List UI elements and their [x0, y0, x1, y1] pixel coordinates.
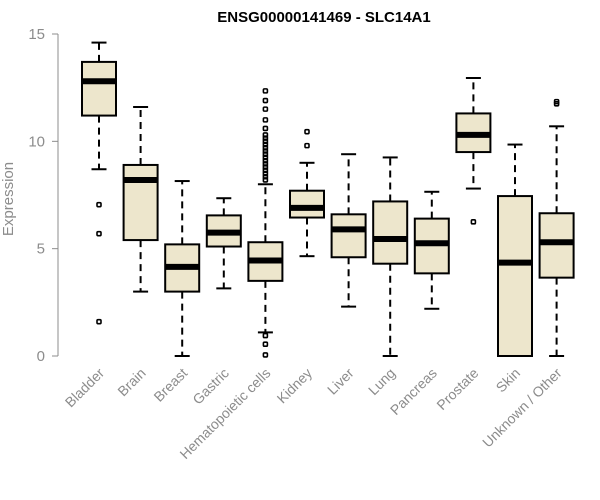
outlier-point [262, 332, 269, 339]
box-group [81, 41, 575, 358]
outlier-point [262, 132, 269, 138]
box-gastric [205, 197, 242, 290]
x-tick-label: Breast [150, 365, 190, 405]
outlier-point [96, 201, 102, 208]
iqr-box [538, 212, 575, 279]
box-brain [122, 105, 159, 293]
box-liver [330, 153, 367, 308]
y-axis-label: Expression [0, 162, 17, 236]
outlier-point [262, 106, 269, 112]
outlier-point [96, 230, 102, 237]
box-prostate [455, 77, 492, 225]
outlier-point [96, 318, 102, 325]
box-hematopoietic-cells [247, 88, 284, 358]
iqr-box [497, 195, 533, 357]
box-pancreas [413, 190, 450, 310]
iqr-box [330, 213, 367, 259]
iqr-box [372, 200, 409, 265]
box-bladder [81, 41, 117, 325]
outlier-point [262, 125, 269, 132]
iqr-box [81, 60, 117, 117]
iqr-box [122, 163, 159, 242]
x-tick-label: Liver [324, 365, 357, 398]
x-tick-label: Brain [114, 365, 148, 399]
outlier-point [262, 97, 269, 104]
x-tick-label: Bladder [62, 365, 108, 411]
x-tick-label: Unknown / Other [479, 365, 565, 451]
y-tick-label: 15 [28, 26, 45, 43]
outlier-point [262, 88, 269, 94]
x-tick-label: Kidney [274, 365, 316, 407]
y-axis-ticks: 0 5 10 15 [28, 26, 58, 365]
outlier-point [470, 219, 477, 225]
chart-title: ENSG00000141469 - SLC14A1 [217, 9, 430, 26]
outlier-point [304, 142, 310, 149]
box-lung [372, 156, 409, 357]
x-tick-label: Skin [493, 365, 524, 396]
box-unknown-other [538, 98, 575, 357]
y-tick-label: 0 [37, 348, 45, 365]
box-kidney [289, 128, 325, 258]
x-tick-label: Prostate [433, 365, 481, 413]
y-tick-label: 10 [28, 133, 45, 150]
y-tick-label: 5 [37, 241, 45, 258]
outlier-point [262, 117, 269, 123]
outlier-point [553, 98, 560, 105]
iqr-box [289, 189, 325, 219]
box-breast [164, 180, 201, 357]
box-skin [497, 143, 533, 357]
outlier-point [262, 352, 269, 358]
outlier-point [262, 341, 269, 347]
x-tick-label: Lung [365, 365, 398, 398]
outlier-point [304, 128, 310, 135]
